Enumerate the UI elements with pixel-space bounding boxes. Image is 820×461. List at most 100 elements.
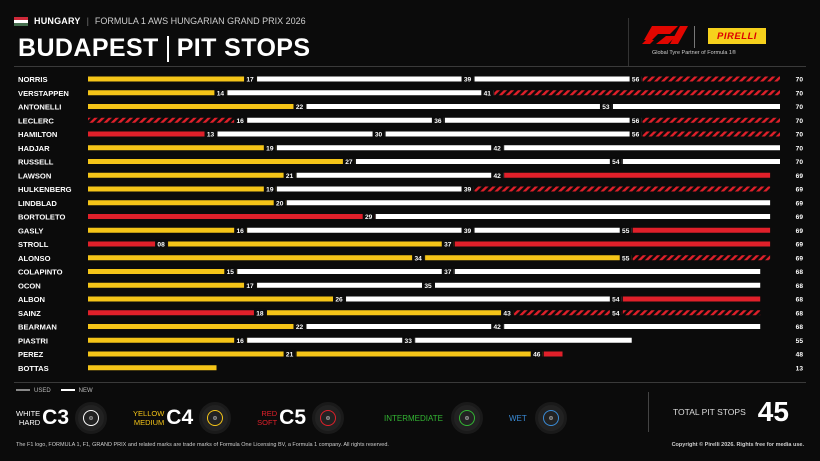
pit-lap-perez-2: 46	[533, 352, 541, 359]
stint-bar-sainz-4	[622, 310, 761, 316]
pit-lap-sainz-1: 18	[256, 310, 264, 317]
stint-bar-perez-3	[543, 351, 563, 357]
event-name: FORMULA 1 AWS HUNGARIAN GRAND PRIX 2026	[94, 16, 306, 26]
lap-label-bg-perez-2	[530, 349, 543, 359]
pit-lap-lindblad-1: 20	[276, 200, 284, 207]
stint-bar-hamilton-4	[642, 131, 780, 137]
lap-label-bg-hadjar-2	[491, 143, 504, 152]
lap-label-bg-norris-3	[629, 74, 642, 84]
driver-name-antonelli: ANTONELLI	[18, 103, 61, 112]
used-new-legend: USED NEW	[16, 388, 93, 394]
stint-bar-russell-3	[622, 159, 780, 164]
lap-label-bg-russell-1	[342, 157, 355, 166]
stint-bar-sainz-3	[514, 310, 622, 316]
stint-bar-leclerc-2	[247, 117, 444, 123]
stint-bar-lawson-3	[504, 172, 771, 178]
stint-bar-perez-1	[88, 351, 296, 357]
total-laps-russell: 70	[796, 159, 804, 166]
stint-bar-leclerc-1	[88, 117, 247, 123]
pit-lap-russell-1: 27	[345, 159, 353, 166]
wet-tyre-icon	[534, 402, 567, 434]
total-laps-hamilton: 70	[796, 132, 804, 139]
stint-bar-norris-2	[257, 76, 474, 82]
total-laps-gasly: 69	[796, 228, 804, 235]
lap-label-bg-gasly-2	[461, 226, 474, 235]
strategy-chart: NORRIS 17 39 56 70 VERSTAPPEN 14 41 70 ANTONELLI 2…	[18, 74, 804, 373]
stint-bar-gasly-3	[474, 227, 632, 233]
pit-lap-gasly-2: 39	[464, 228, 472, 235]
stint-bar-stroll-2	[168, 241, 454, 247]
total-laps-hadjar: 70	[796, 145, 804, 152]
lap-label-bg-albon-2	[609, 294, 622, 304]
lap-label-bg-piastri-1	[234, 336, 247, 345]
driver-name-lawson: LAWSON	[18, 171, 51, 180]
stint-bar-hadjar-2	[276, 145, 504, 151]
lap-label-bg-hamilton-3	[629, 129, 642, 139]
stint-bar-alonso-3	[632, 255, 771, 261]
lap-label-bg-colapinto-1	[224, 267, 237, 276]
total-laps-hulkenberg: 69	[796, 187, 804, 194]
pit-lap-piastri-2: 33	[405, 338, 413, 345]
bottom-divider	[14, 382, 806, 383]
stint-bar-antonelli-2	[306, 104, 612, 109]
stint-bar-albon-1	[88, 296, 346, 302]
hungary-flag-icon	[14, 16, 28, 26]
stint-bar-alonso-2	[425, 255, 632, 261]
lap-label-bg-russell-2	[609, 157, 622, 166]
stint-bar-hulkenberg-3	[474, 186, 771, 192]
logo-block: PIRELLI Global Tyre Partner of Formula 1…	[626, 22, 796, 62]
driver-name-bortoleto: BORTOLETO	[18, 213, 65, 222]
tyre-intermediate: INTERMEDIATE	[384, 402, 483, 434]
stint-bar-leclerc-3	[444, 117, 642, 123]
pit-lap-antonelli-2: 53	[602, 104, 610, 111]
trademark-notice: The F1 logo, FORMULA 1, F1, GRAND PRIX a…	[16, 442, 389, 448]
hard-tyre-icon	[75, 402, 108, 434]
stint-bar-lindblad-2	[286, 200, 771, 206]
stint-bar-piastri-2	[247, 337, 415, 343]
pit-lap-colapinto-1: 15	[227, 269, 235, 276]
pit-lap-perez-1: 21	[286, 352, 294, 359]
lap-label-bg-hamilton-1	[204, 129, 217, 139]
title-topic: PIT STOPS	[176, 34, 311, 62]
tyre-medium-color: YELLOW	[133, 409, 165, 418]
stint-bar-ocon-1	[88, 282, 257, 288]
pit-lap-alonso-1: 34	[414, 255, 422, 262]
legend-used: USED	[16, 388, 51, 394]
pit-lap-norris-2: 39	[464, 77, 472, 84]
stint-bar-hamilton-1	[88, 131, 217, 137]
total-pit-stops-value: 45	[757, 396, 789, 427]
tyre-intermediate-label: INTERMEDIATE	[384, 413, 443, 423]
lap-label-bg-antonelli-1	[293, 102, 306, 111]
pit-lap-hulkenberg-1: 19	[266, 187, 274, 194]
driver-name-piastri: PIASTRI	[18, 336, 48, 345]
lap-label-bg-lawson-1	[283, 171, 296, 180]
driver-name-sainz: SAINZ	[18, 309, 41, 318]
lap-label-bg-leclerc-3	[629, 116, 642, 125]
lap-label-bg-ocon-1	[244, 281, 257, 290]
stint-bar-stroll-1	[88, 241, 168, 247]
stint-bar-ocon-2	[257, 282, 434, 288]
event-header: HUNGARY | FORMULA 1 AWS HUNGARIAN GRAND …	[14, 14, 306, 28]
stint-bar-sainz-2	[266, 310, 514, 316]
stint-bar-verstappen-3	[494, 90, 780, 96]
driver-name-alonso: ALONSO	[18, 254, 51, 263]
lap-label-bg-stroll-2	[441, 239, 454, 249]
title-location: BUDAPEST	[18, 34, 159, 62]
driver-name-gasly: GASLY	[18, 226, 43, 235]
stint-bar-bearman-3	[504, 324, 761, 329]
driver-name-norris: NORRIS	[18, 75, 48, 84]
driver-name-hamilton: HAMILTON	[18, 130, 57, 139]
lap-label-bg-hamilton-2	[372, 129, 385, 139]
stint-bar-gasly-4	[632, 227, 771, 233]
lap-label-bg-gasly-3	[619, 226, 632, 235]
pit-lap-ocon-2: 35	[424, 283, 432, 290]
total-laps-bearman: 68	[796, 324, 804, 331]
lap-label-bg-verstappen-2	[481, 88, 494, 97]
stint-bar-ocon-3	[435, 282, 761, 288]
tyre-medium-type: MEDIUM	[133, 418, 165, 427]
pit-lap-leclerc-2: 36	[434, 118, 442, 125]
tyre-legend: WHITE HARD C3 YELLOW MEDIUM C4 RED SOFT C5 …	[16, 399, 593, 437]
lap-label-bg-sainz-1	[253, 308, 266, 317]
stint-bar-bearman-1	[88, 324, 306, 329]
driver-name-perez: PEREZ	[18, 350, 44, 359]
